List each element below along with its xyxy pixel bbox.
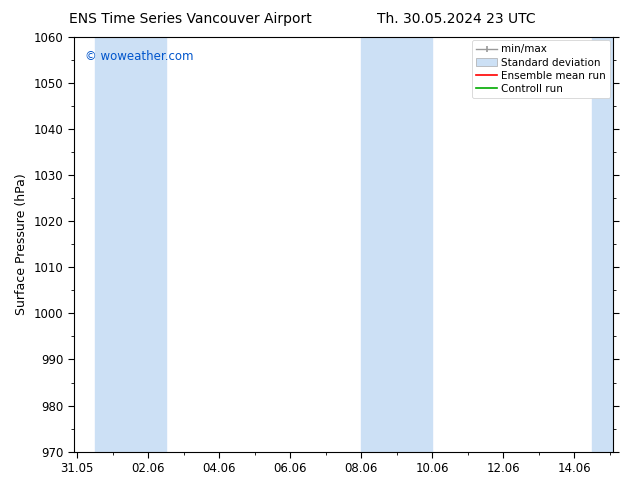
Bar: [361, 37, 432, 452]
Legend: min/max, Standard deviation, Ensemble mean run, Controll run: min/max, Standard deviation, Ensemble me…: [472, 40, 611, 98]
Text: Th. 30.05.2024 23 UTC: Th. 30.05.2024 23 UTC: [377, 12, 536, 26]
Text: ENS Time Series Vancouver Airport: ENS Time Series Vancouver Airport: [69, 12, 311, 26]
Text: © woweather.com: © woweather.com: [84, 49, 193, 63]
Bar: [95, 37, 166, 452]
Bar: [592, 37, 628, 452]
Y-axis label: Surface Pressure (hPa): Surface Pressure (hPa): [15, 173, 28, 315]
